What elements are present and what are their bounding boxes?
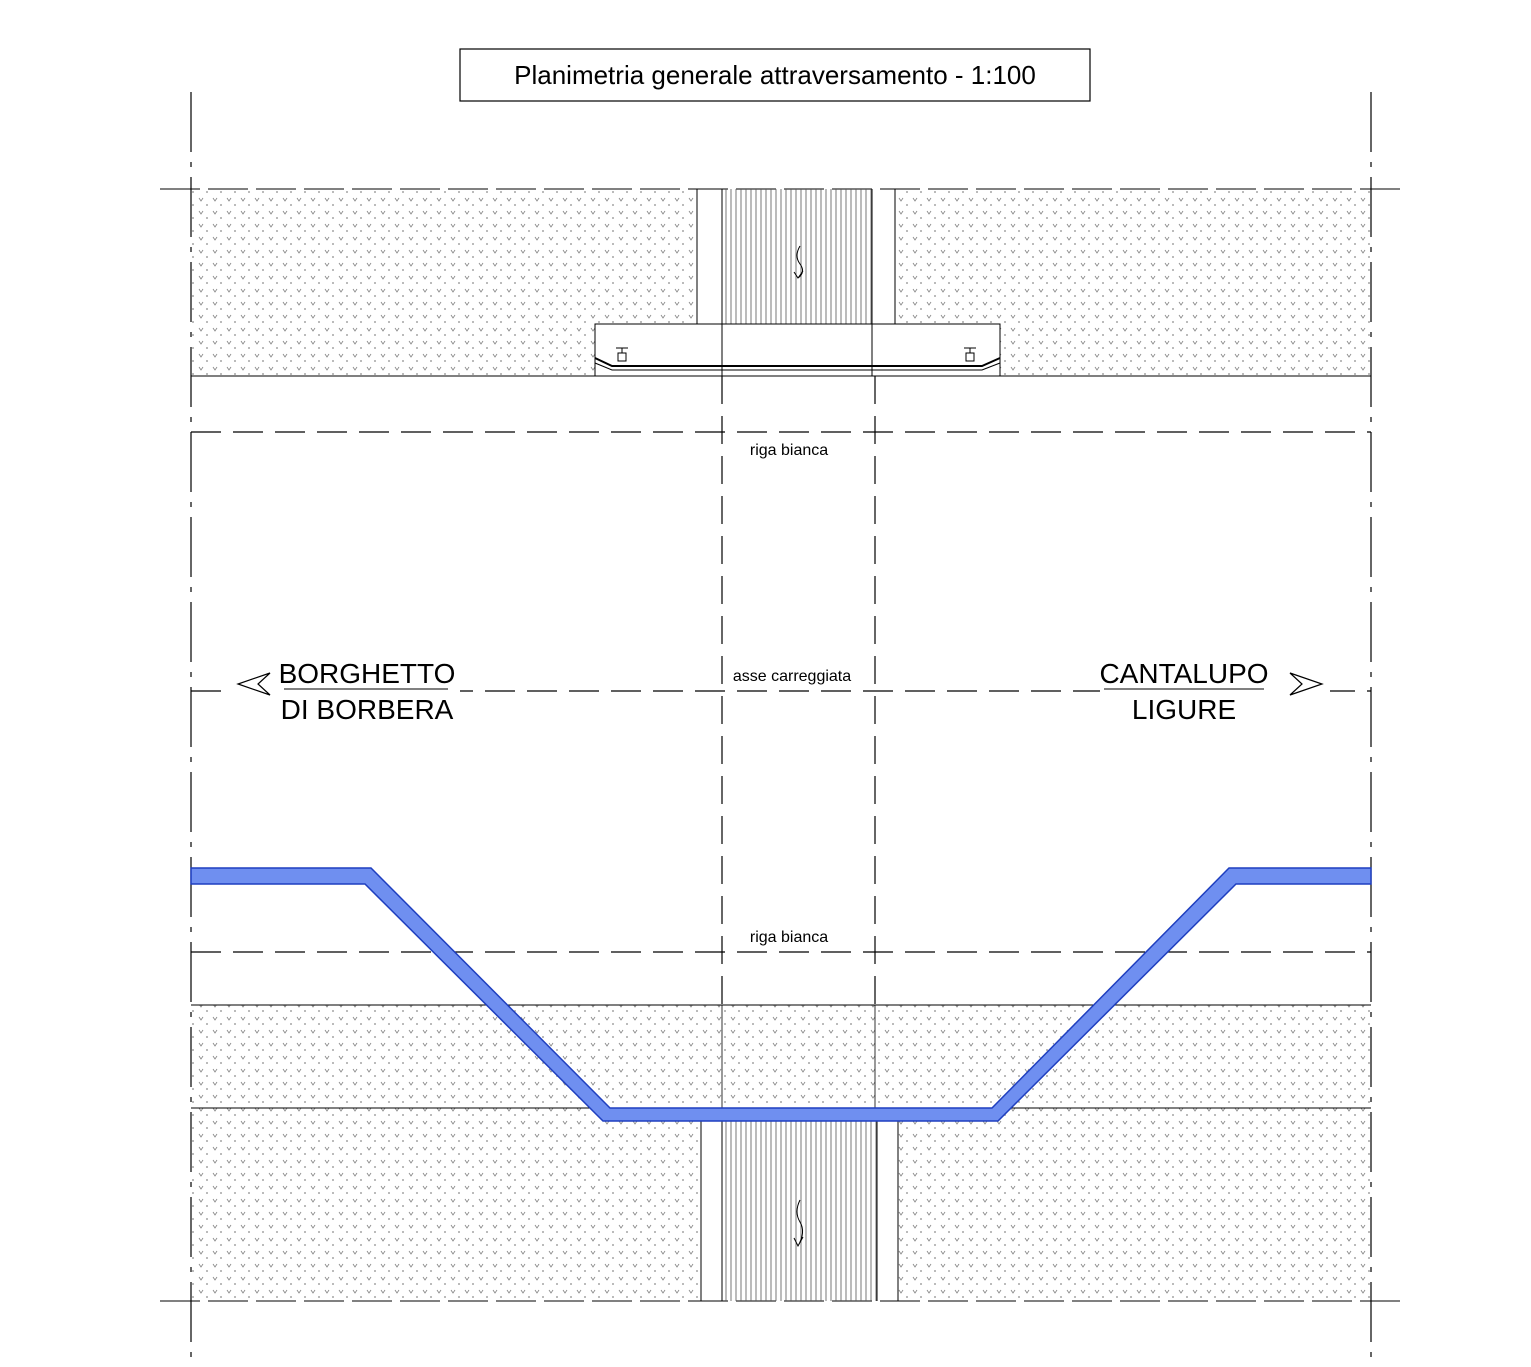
valve-left-icon: [616, 347, 628, 362]
left-destination-line1: BORGHETTO: [279, 658, 456, 689]
top-ground: [191, 189, 1371, 376]
headwall: [594, 323, 1001, 377]
arrow-left-icon: [236, 672, 271, 696]
projection-lines: [721, 376, 876, 1005]
top-channel: [696, 189, 896, 324]
road-labels: riga bianca asse carreggiata riga bianca: [726, 439, 860, 947]
direction-left: BORGHETTO DI BORBERA: [230, 658, 460, 725]
right-destination-line1: CANTALUPO: [1099, 658, 1268, 689]
flow-arrow-bottom-icon: [793, 1199, 804, 1248]
bottom-ground: [191, 1004, 1371, 1301]
right-destination-line2: LIGURE: [1132, 694, 1236, 725]
left-destination-line2: DI BORBERA: [281, 694, 454, 725]
riga-bianca-top-label: riga bianca: [750, 442, 828, 459]
bottom-channel: [700, 1108, 899, 1301]
arrow-right-icon: [1289, 672, 1324, 696]
pipeline: [190, 867, 1372, 1122]
riga-bianca-bottom-label: riga bianca: [750, 929, 828, 946]
asse-carreggiata-label: asse carreggiata: [733, 668, 851, 685]
drawing-title: Planimetria generale attraversamento - 1…: [514, 60, 1036, 90]
title-block: Planimetria generale attraversamento - 1…: [459, 48, 1091, 102]
valve-right-icon: [964, 347, 976, 362]
direction-right: CANTALUPO LIGURE: [1099, 658, 1330, 725]
flow-arrow-icon: [793, 245, 804, 279]
